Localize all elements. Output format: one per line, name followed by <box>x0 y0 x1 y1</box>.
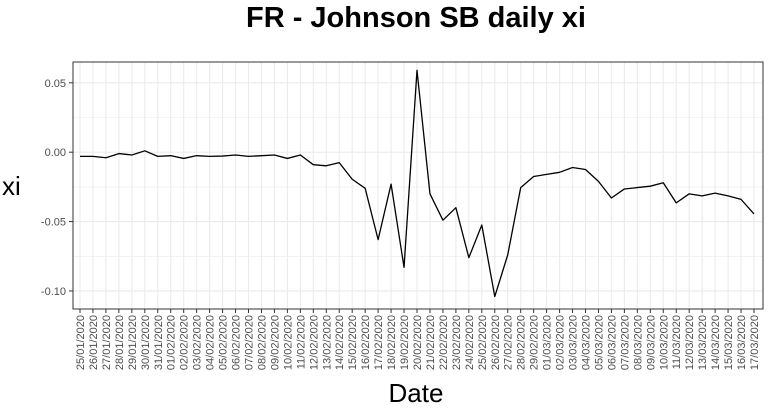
x-tick-label: 20/02/2020 <box>412 315 424 370</box>
x-tick-label: 07/02/2020 <box>244 315 256 370</box>
x-tick-label: 14/03/2020 <box>710 315 722 370</box>
x-tick-label: 30/01/2020 <box>140 315 152 370</box>
x-tick-label: 25/01/2020 <box>75 315 87 370</box>
x-tick-label: 01/03/2020 <box>542 315 554 370</box>
x-tick-label: 29/02/2020 <box>529 315 541 370</box>
x-tick-label: 08/02/2020 <box>256 315 268 370</box>
x-tick-label: 19/02/2020 <box>399 315 411 370</box>
chart-title: FR - Johnson SB daily xi <box>246 2 586 34</box>
y-tick-label: 0.00 <box>45 147 66 159</box>
x-tick-label: 17/03/2020 <box>749 315 761 370</box>
x-tick-label: 28/01/2020 <box>114 315 126 370</box>
x-tick-label: 09/03/2020 <box>645 315 657 370</box>
plot-panel <box>73 62 763 309</box>
x-tick-label: 14/02/2020 <box>334 315 346 370</box>
x-tick-label: 04/03/2020 <box>581 315 593 370</box>
x-tick-label: 16/03/2020 <box>736 315 748 370</box>
x-tick-label: 27/01/2020 <box>101 315 113 370</box>
y-tick-label: -0.10 <box>41 286 66 298</box>
panel-border <box>72 61 764 310</box>
x-tick-label: 21/02/2020 <box>425 315 437 370</box>
x-tick-label: 02/03/2020 <box>555 315 567 370</box>
x-tick-label: 25/02/2020 <box>477 315 489 370</box>
y-tick-label: -0.05 <box>41 217 66 229</box>
x-tick-label: 03/03/2020 <box>568 315 580 370</box>
x-tick-label: 07/03/2020 <box>619 315 631 370</box>
grid-lines <box>73 62 763 309</box>
x-tick-label: 17/02/2020 <box>373 315 385 370</box>
x-tick-label: 10/02/2020 <box>282 315 294 370</box>
x-tick-label: 03/02/2020 <box>192 315 204 370</box>
x-tick-label: 29/01/2020 <box>127 315 139 370</box>
x-tick-label: 26/01/2020 <box>88 315 100 370</box>
x-tick-label: 06/02/2020 <box>231 315 243 370</box>
x-axis-label: Date <box>388 378 444 408</box>
x-tick-label: 16/02/2020 <box>360 315 372 370</box>
x-tick-label: 01/02/2020 <box>166 315 178 370</box>
x-tick-label: 09/02/2020 <box>269 315 281 370</box>
x-tick-label: 13/03/2020 <box>697 315 709 370</box>
x-tick-label: 11/03/2020 <box>671 315 683 369</box>
x-tick-label: 31/01/2020 <box>153 315 165 370</box>
x-tick-label: 10/03/2020 <box>658 315 670 370</box>
y-axis-label: xi <box>2 171 21 201</box>
x-tick-label: 05/03/2020 <box>593 315 605 370</box>
x-tick-label: 24/02/2020 <box>464 315 476 370</box>
x-tick-label: 02/02/2020 <box>179 315 191 370</box>
x-tick-label: 15/02/2020 <box>347 315 359 370</box>
series-layer <box>79 69 755 298</box>
x-tick-label: 18/02/2020 <box>386 315 398 370</box>
x-tick-label: 26/02/2020 <box>490 315 502 370</box>
x-tick-label: 15/03/2020 <box>723 315 735 370</box>
x-tick-label: 28/02/2020 <box>516 315 528 370</box>
x-tick-label: 04/02/2020 <box>205 315 217 370</box>
x-tick-label: 11/02/2020 <box>295 315 307 369</box>
x-tick-label: 12/03/2020 <box>684 315 696 370</box>
x-tick-label: 27/02/2020 <box>503 315 515 370</box>
x-tick-label: 12/02/2020 <box>308 315 320 370</box>
x-tick-label: 05/02/2020 <box>218 315 230 370</box>
x-tick-label: 06/03/2020 <box>606 315 618 370</box>
x-tick-label: 23/02/2020 <box>451 315 463 370</box>
x-tick-label: 22/02/2020 <box>438 315 450 370</box>
x-tick-label: 08/03/2020 <box>632 315 644 370</box>
y-tick-label: 0.05 <box>45 78 66 90</box>
x-tick-label: 13/02/2020 <box>321 315 333 370</box>
